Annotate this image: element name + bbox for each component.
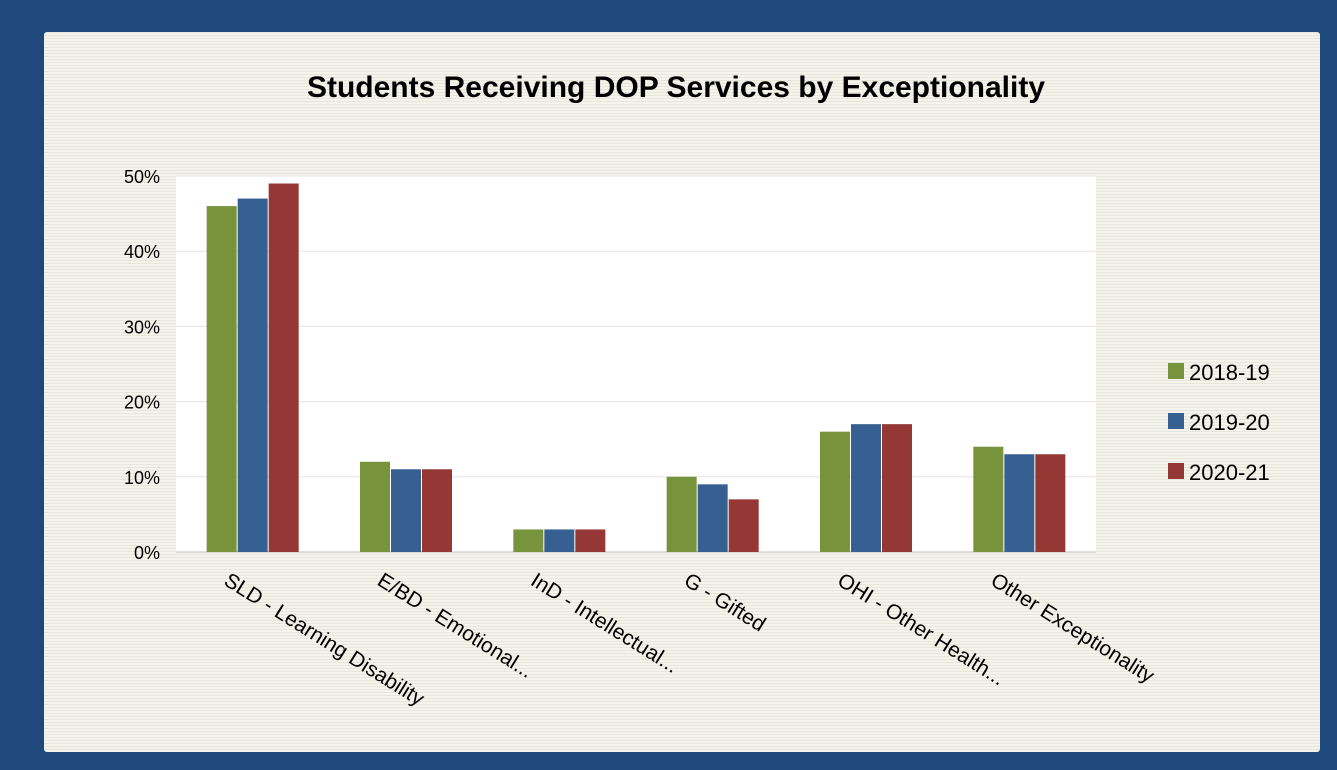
x-category-label: Other Exceptionality xyxy=(987,569,1159,688)
plot-area xyxy=(176,176,1096,552)
y-tick-label: 0% xyxy=(134,543,160,563)
legend-label: 2018-19 xyxy=(1189,360,1270,385)
bars xyxy=(206,183,1066,552)
bar-2018-19 xyxy=(206,206,237,552)
legend: 2018-19 2019-20 2020-21 xyxy=(1168,360,1270,485)
bar-2019-20 xyxy=(697,484,728,552)
legend-swatch xyxy=(1168,413,1184,429)
bar-chart: Students Receiving DOP Services by Excep… xyxy=(124,71,1270,711)
y-tick-label: 10% xyxy=(124,468,160,488)
y-tick-label: 30% xyxy=(124,317,160,337)
y-tick-label: 20% xyxy=(124,393,160,413)
bar-2019-20 xyxy=(1004,454,1035,552)
legend-swatch xyxy=(1168,363,1184,379)
bar-2020-21 xyxy=(575,529,606,552)
bar-2020-21 xyxy=(728,499,759,552)
bar-2019-20 xyxy=(391,469,421,552)
bar-2019-20 xyxy=(544,529,575,552)
bar-2018-19 xyxy=(973,446,1004,552)
gridlines xyxy=(176,175,1096,553)
bar-2018-19 xyxy=(513,529,544,552)
bar-2020-21 xyxy=(422,469,452,552)
bar-2019-20 xyxy=(237,198,268,552)
x-category-label: OHI - Other Health... xyxy=(833,569,1008,691)
bar-2020-21 xyxy=(882,424,912,552)
bar-2020-21 xyxy=(1035,454,1066,552)
y-axis-ticks: 0% 10% 20% 30% 40% 50% xyxy=(124,167,160,563)
legend-label: 2020-21 xyxy=(1189,460,1270,485)
legend-swatch xyxy=(1168,463,1184,479)
x-category-label: E/BD - Emotional... xyxy=(373,569,537,683)
chart-title: Students Receiving DOP Services by Excep… xyxy=(307,71,1045,104)
x-category-label: InD - Intellectual... xyxy=(527,569,683,678)
y-tick-label: 50% xyxy=(124,167,160,187)
x-category-label: G - Gifted xyxy=(680,569,769,637)
chart-panel: Students Receiving DOP Services by Excep… xyxy=(44,32,1320,752)
bar-2018-19 xyxy=(666,476,697,552)
bar-2018-19 xyxy=(360,461,390,552)
legend-label: 2019-20 xyxy=(1189,410,1270,435)
bar-2018-19 xyxy=(820,431,850,552)
bar-2020-21 xyxy=(268,183,299,552)
y-tick-label: 40% xyxy=(124,242,160,262)
bar-2019-20 xyxy=(851,424,881,552)
